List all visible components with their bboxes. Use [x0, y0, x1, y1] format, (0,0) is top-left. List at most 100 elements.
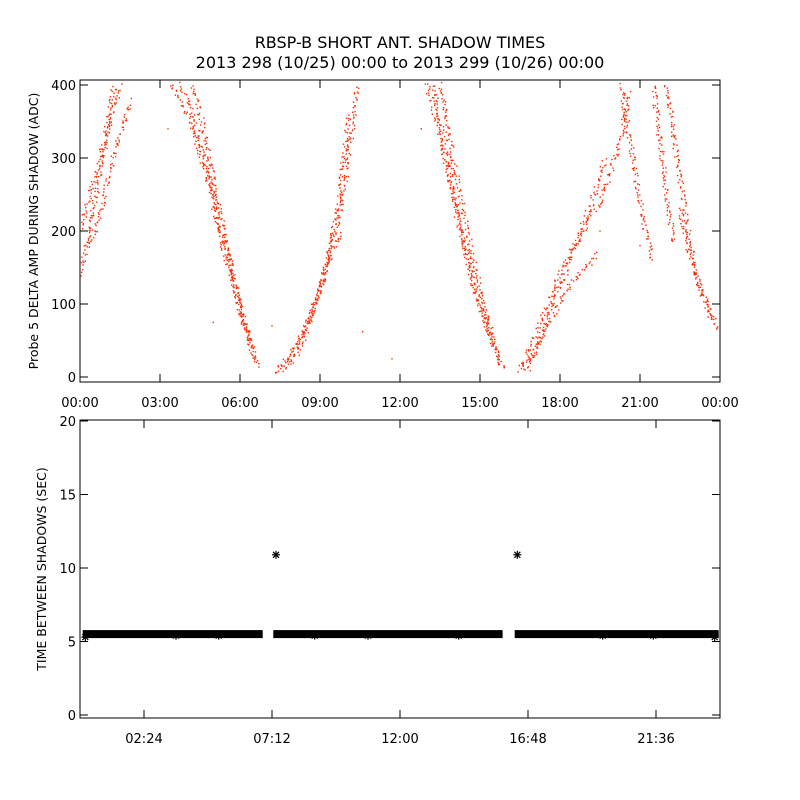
top-data-point: [324, 273, 327, 275]
top-data-point: [391, 358, 393, 360]
top-data-point: [248, 344, 250, 346]
top-data-point: [652, 96, 655, 98]
top-data-point: [539, 327, 541, 329]
top-data-point: [623, 128, 626, 130]
top-data-point: [461, 213, 463, 215]
top-data-point: [567, 274, 569, 276]
top-data-point: [458, 213, 460, 215]
top-data-point: [634, 159, 636, 161]
top-data-point: [633, 156, 636, 159]
top-data-point: [601, 171, 603, 174]
top-data-point: [123, 116, 125, 118]
top-data-point: [563, 293, 565, 296]
top-data-point: [229, 254, 231, 256]
top-data-point: [100, 174, 103, 176]
top-data-point: [669, 107, 672, 110]
top-data-point: [585, 220, 588, 222]
top-data-point: [96, 173, 98, 175]
top-data-point: [707, 300, 709, 303]
top-data-point: [538, 331, 541, 334]
top-data-point: [298, 341, 301, 343]
top-data-point: [440, 88, 443, 90]
top-data-point: [571, 256, 573, 258]
top-data-point: [573, 247, 576, 249]
top-data-point: [337, 238, 340, 241]
top-data-point: [245, 330, 248, 332]
top-data-point: [700, 294, 703, 296]
top-data-point: [320, 279, 323, 282]
top-data-point: [627, 121, 629, 123]
top-data-point: [224, 248, 226, 250]
top-data-point: [230, 258, 232, 260]
top-data-point: [453, 171, 455, 174]
top-data-point: [593, 193, 596, 195]
top-data-point: [577, 243, 579, 245]
top-data-point: [714, 323, 716, 325]
top-data-point: [327, 254, 329, 256]
top-data-point: [302, 325, 305, 327]
top-data-point: [467, 273, 470, 276]
top-data-point: [643, 218, 645, 220]
top-data-point: [632, 162, 634, 164]
top-data-point: [572, 280, 575, 282]
top-data-point: [84, 249, 86, 251]
top-data-point: [449, 186, 452, 189]
top-data-point: [189, 113, 191, 115]
top-data-point: [612, 169, 615, 172]
top-data-point: [437, 133, 439, 135]
top-data-point: [468, 240, 471, 242]
top-data-point: [693, 271, 695, 273]
top-data-point: [593, 186, 595, 188]
top-data-point: [341, 194, 344, 196]
top-data-point: [205, 140, 207, 142]
top-data-point: [471, 284, 474, 287]
top-data-point: [447, 161, 450, 164]
top-data-point: [112, 157, 114, 159]
top-data-point: [96, 221, 99, 223]
top-data-point: [676, 150, 679, 153]
top-data-point: [209, 185, 211, 187]
top-data-point: [322, 273, 325, 275]
top-data-point: [458, 214, 461, 216]
top-data-point: [86, 253, 88, 256]
top-data-point: [203, 139, 205, 142]
bottom-y-tick-label: 15: [59, 489, 76, 504]
top-data-point: [445, 109, 447, 112]
top-data-point: [86, 241, 88, 243]
top-data-point: [701, 292, 703, 294]
top-data-point: [101, 148, 104, 150]
top-data-point: [94, 190, 96, 193]
top-data-point: [461, 245, 463, 247]
top-data-point: [471, 257, 473, 260]
top-data-point: [328, 247, 330, 250]
top-data-point: [579, 273, 581, 276]
top-data-point: [343, 156, 345, 158]
top-data-point: [442, 126, 445, 128]
top-data-point: [190, 122, 193, 124]
top-data-point: [88, 242, 90, 244]
top-y-tick-label: 300: [51, 152, 76, 167]
top-data-point: [551, 290, 554, 293]
top-data-point: [684, 212, 687, 214]
top-data-point: [344, 129, 346, 132]
top-data-point: [572, 249, 574, 251]
top-data-point: [221, 212, 223, 215]
top-data-point: [346, 168, 348, 170]
top-data-point: [527, 367, 529, 369]
top-data-point: [590, 215, 592, 217]
top-data-point: [580, 231, 582, 233]
top-data-point: [235, 294, 237, 297]
top-data-point: [630, 148, 633, 150]
top-data-point: [480, 306, 482, 308]
top-data-point: [292, 348, 295, 350]
top-data-point: [479, 296, 481, 299]
top-data-point: [681, 212, 683, 214]
top-data-point: [447, 164, 449, 166]
top-x-tick-label: 00:00: [701, 396, 738, 411]
top-data-point: [470, 284, 472, 287]
top-data-point: [446, 165, 448, 167]
top-data-point: [92, 215, 94, 217]
top-data-point: [550, 309, 553, 311]
top-data-point: [335, 223, 337, 226]
top-data-point: [236, 287, 239, 289]
